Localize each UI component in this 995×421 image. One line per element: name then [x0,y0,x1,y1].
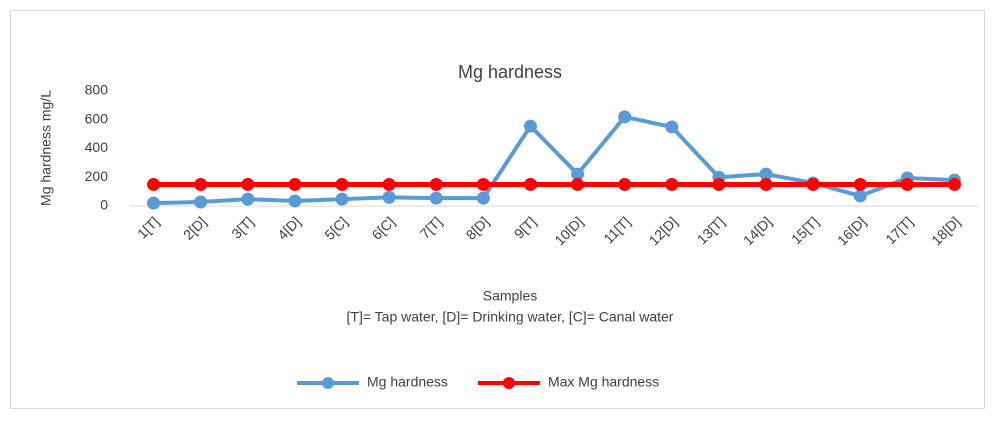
point [147,196,161,210]
point [665,177,679,191]
note: [T]= Tap water, [D]= Drinking water, [C]… [347,309,674,325]
point [288,194,302,208]
y-tick-label: 800 [85,82,109,98]
point [618,177,632,191]
chart-title: Mg hardness [458,62,562,82]
legend-label: Mg hardness [367,374,448,390]
point [900,177,914,191]
point [241,177,255,191]
point [476,177,490,191]
point [382,177,396,191]
point [382,190,396,204]
y-tick-label: 400 [85,139,109,155]
y-tick-label: 200 [85,168,109,184]
point [947,177,961,191]
point [759,177,773,191]
point [476,191,490,205]
point [335,177,349,191]
legend-label: Max Mg hardness [548,374,659,390]
point [429,177,443,191]
y-axis-title: Mg hardness mg/L [38,90,54,206]
point [335,192,349,206]
point [194,177,208,191]
point [712,177,726,191]
point [241,192,255,206]
point [194,195,208,209]
point [571,167,585,181]
legend-marker [322,377,334,389]
point [523,177,537,191]
point [571,177,585,191]
point [759,167,773,181]
x-axis-title: Samples [483,288,537,304]
point [618,110,632,124]
chart-border [10,10,985,409]
point [147,177,161,191]
y-tick-label: 600 [85,110,109,126]
point [853,189,867,203]
point [523,119,537,133]
legend-marker [502,377,515,389]
point [853,177,867,191]
point [665,120,679,134]
point [288,177,302,191]
point [429,191,443,205]
y-tick-label: 0 [100,197,108,213]
point [806,177,820,191]
